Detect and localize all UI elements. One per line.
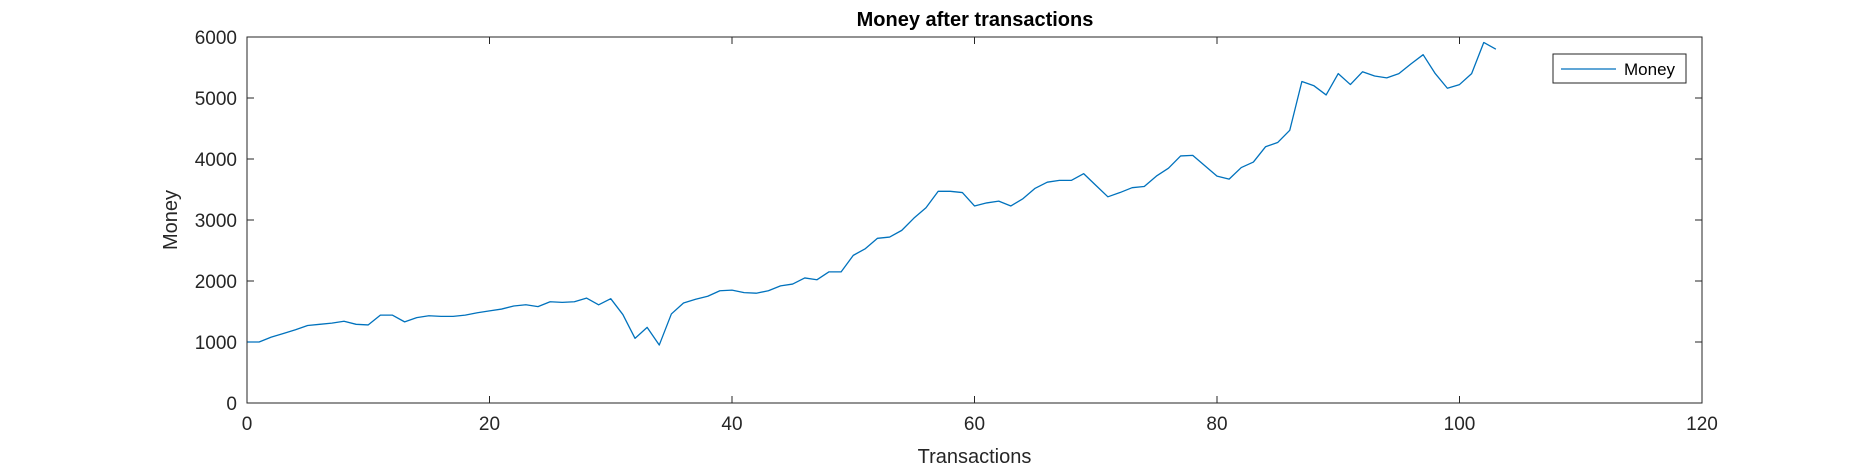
x-tick-label: 0 (242, 414, 253, 435)
y-tick-label: 3000 (195, 211, 237, 232)
series-group (247, 41, 1497, 346)
y-tick-label: 2000 (195, 272, 237, 293)
plot-area (247, 37, 1702, 403)
y-tick-label: 1000 (195, 333, 237, 354)
legend: Money (1552, 53, 1687, 84)
legend-label-money: Money (1624, 60, 1676, 79)
y-tick-label: 6000 (195, 28, 237, 49)
y-axis-label: Money (160, 190, 182, 250)
chart-title: Money after transactions (857, 9, 1094, 31)
x-tick-label: 100 (1444, 414, 1476, 435)
x-tick-label: 80 (1206, 414, 1227, 435)
y-tick-label: 5000 (195, 89, 237, 110)
x-tick-label: 20 (479, 414, 500, 435)
y-tick-label: 4000 (195, 150, 237, 171)
y-tick-label: 0 (226, 394, 237, 415)
tick-labels: 0 20 40 60 80 100 120 0 1000 2000 3000 4000 5000 6000 (195, 28, 1718, 435)
x-tick-label: 120 (1686, 414, 1718, 435)
plot-frame (246, 36, 1703, 404)
x-axis-label: Transactions (918, 446, 1032, 468)
x-tick-label: 40 (721, 414, 742, 435)
x-tick-label: 60 (964, 414, 985, 435)
series-line-money (247, 41, 1497, 346)
